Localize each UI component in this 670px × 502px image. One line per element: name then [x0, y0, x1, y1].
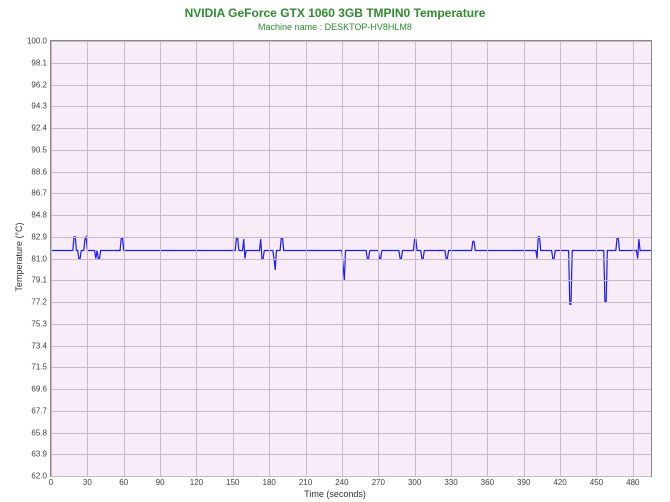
grid-line-vertical	[87, 41, 88, 476]
temperature-chart: NVIDIA GeForce GTX 1060 3GB TMPIN0 Tempe…	[0, 0, 670, 502]
y-tick-label: 94.3	[31, 102, 51, 111]
y-tick-label: 69.6	[31, 385, 51, 394]
x-tick-label: 0	[49, 476, 53, 487]
x-tick-label: 390	[517, 476, 530, 487]
grid-line-vertical	[342, 41, 343, 476]
grid-line-vertical	[560, 41, 561, 476]
y-tick-label: 98.1	[31, 58, 51, 67]
chart-title: NVIDIA GeForce GTX 1060 3GB TMPIN0 Tempe…	[0, 6, 670, 20]
chart-subtitle: Machine name : DESKTOP-HV8HLM8	[0, 22, 670, 32]
y-tick-label: 63.9	[31, 450, 51, 459]
grid-line-vertical	[196, 41, 197, 476]
grid-line-vertical	[524, 41, 525, 476]
y-tick-label: 67.7	[31, 406, 51, 415]
y-tick-label: 75.3	[31, 319, 51, 328]
y-tick-label: 86.7	[31, 189, 51, 198]
grid-line-vertical	[596, 41, 597, 476]
y-tick-label: 81.0	[31, 254, 51, 263]
y-tick-label: 84.8	[31, 211, 51, 220]
grid-line-vertical	[451, 41, 452, 476]
x-tick-label: 450	[590, 476, 603, 487]
x-tick-label: 180	[262, 476, 275, 487]
y-tick-label: 79.1	[31, 276, 51, 285]
x-axis-label: Time (seconds)	[304, 489, 366, 499]
y-tick-label: 88.6	[31, 167, 51, 176]
y-tick-label: 96.2	[31, 80, 51, 89]
y-tick-label: 65.8	[31, 428, 51, 437]
grid-line-vertical	[51, 41, 52, 476]
y-axis-label: Temperature (°C)	[14, 222, 24, 291]
grid-line-vertical	[269, 41, 270, 476]
y-tick-label: 100.0	[27, 37, 51, 46]
plot-area: 62.063.965.867.769.671.573.475.377.279.1…	[50, 40, 652, 477]
y-tick-label: 92.4	[31, 124, 51, 133]
x-tick-label: 120	[190, 476, 203, 487]
y-tick-label: 82.9	[31, 232, 51, 241]
y-tick-label: 77.2	[31, 298, 51, 307]
x-tick-label: 480	[626, 476, 639, 487]
x-tick-label: 360	[481, 476, 494, 487]
x-tick-label: 270	[372, 476, 385, 487]
x-tick-label: 240	[335, 476, 348, 487]
grid-line-vertical	[306, 41, 307, 476]
x-tick-label: 420	[553, 476, 566, 487]
x-tick-label: 330	[444, 476, 457, 487]
x-tick-label: 60	[119, 476, 128, 487]
grid-line-vertical	[124, 41, 125, 476]
grid-line-vertical	[415, 41, 416, 476]
y-tick-label: 71.5	[31, 363, 51, 372]
grid-line-vertical	[633, 41, 634, 476]
x-tick-label: 300	[408, 476, 421, 487]
x-tick-label: 150	[226, 476, 239, 487]
y-tick-label: 73.4	[31, 341, 51, 350]
y-tick-label: 90.5	[31, 145, 51, 154]
grid-line-vertical	[487, 41, 488, 476]
x-tick-label: 30	[83, 476, 92, 487]
grid-line-vertical	[233, 41, 234, 476]
grid-line-vertical	[160, 41, 161, 476]
x-tick-label: 210	[299, 476, 312, 487]
grid-line-vertical	[378, 41, 379, 476]
x-tick-label: 90	[156, 476, 165, 487]
